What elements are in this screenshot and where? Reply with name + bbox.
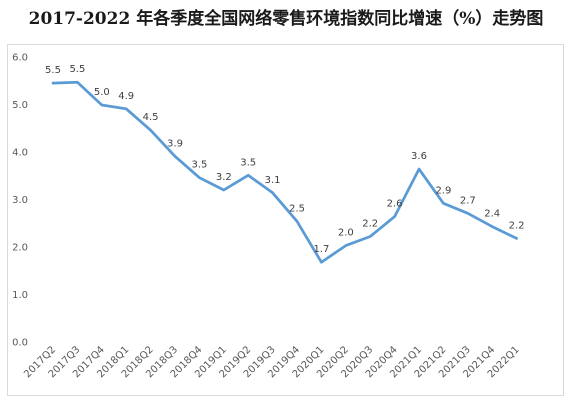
data-label: 2.9 xyxy=(435,185,451,196)
data-label: 5.5 xyxy=(45,65,61,76)
y-tick-label: 2.0 xyxy=(12,243,28,254)
data-point xyxy=(125,107,128,110)
data-point xyxy=(271,191,274,195)
data-point xyxy=(466,212,469,215)
chart-title: 2017-2022 年各季度全国网络零售环境指数同比增速（%）走势图 xyxy=(28,9,544,29)
y-tick-label: 4.0 xyxy=(12,148,28,159)
data-label: 3.5 xyxy=(191,160,207,171)
data-point xyxy=(491,225,494,228)
x-axis: 2017Q22017Q32017Q42018Q12018Q22018Q32018… xyxy=(22,344,521,380)
data-label: 3.2 xyxy=(216,172,232,183)
data-label: 3.1 xyxy=(265,175,281,186)
y-tick-label: 0.0 xyxy=(12,338,28,349)
data-point xyxy=(417,167,421,171)
data-label: 3.6 xyxy=(411,151,427,162)
y-tick-label: 1.0 xyxy=(12,290,28,301)
data-label: 3.9 xyxy=(167,138,183,149)
data-point xyxy=(393,215,396,218)
y-tick-label: 3.0 xyxy=(12,195,28,206)
chart-frame xyxy=(7,44,564,396)
data-point xyxy=(320,261,323,264)
series-line xyxy=(51,80,518,264)
y-axis: 0.0 1.0 2.0 3.0 4.0 5.0 6.0 xyxy=(12,53,28,349)
data-label: 4.5 xyxy=(143,112,159,123)
data-label: 3.5 xyxy=(240,157,256,168)
data-point xyxy=(344,244,347,247)
data-label: 2.2 xyxy=(362,219,378,230)
data-label: 2.7 xyxy=(460,195,476,206)
data-point xyxy=(100,103,104,107)
data-label: 2.2 xyxy=(509,220,525,231)
data-label: 2.0 xyxy=(338,228,354,239)
data-point xyxy=(369,235,372,238)
data-point xyxy=(295,220,299,223)
data-label: 1.7 xyxy=(313,244,329,255)
data-point xyxy=(222,188,225,192)
y-tick-label: 5.0 xyxy=(12,100,28,111)
series-line-group xyxy=(51,80,518,264)
data-point xyxy=(173,155,177,158)
data-point xyxy=(149,128,152,132)
y-tick-label: 6.0 xyxy=(12,53,28,64)
data-point xyxy=(247,174,250,177)
data-point xyxy=(442,202,445,205)
data-label: 2.4 xyxy=(484,209,500,220)
data-point xyxy=(76,80,79,84)
data-label: 5.5 xyxy=(69,64,85,75)
data-label: 2.5 xyxy=(289,203,305,214)
data-label-group: 5.5 5.5 5.0 4.9 4.5 3.9 3.5 3.2 3.5 3.1 2.5 1.7 2.0 2… xyxy=(45,64,525,255)
data-point xyxy=(198,176,201,179)
data-label: 2.6 xyxy=(387,199,403,210)
data-point xyxy=(515,237,518,240)
data-point xyxy=(51,81,55,85)
data-label: 4.9 xyxy=(118,91,134,102)
data-label: 5.0 xyxy=(94,87,110,98)
